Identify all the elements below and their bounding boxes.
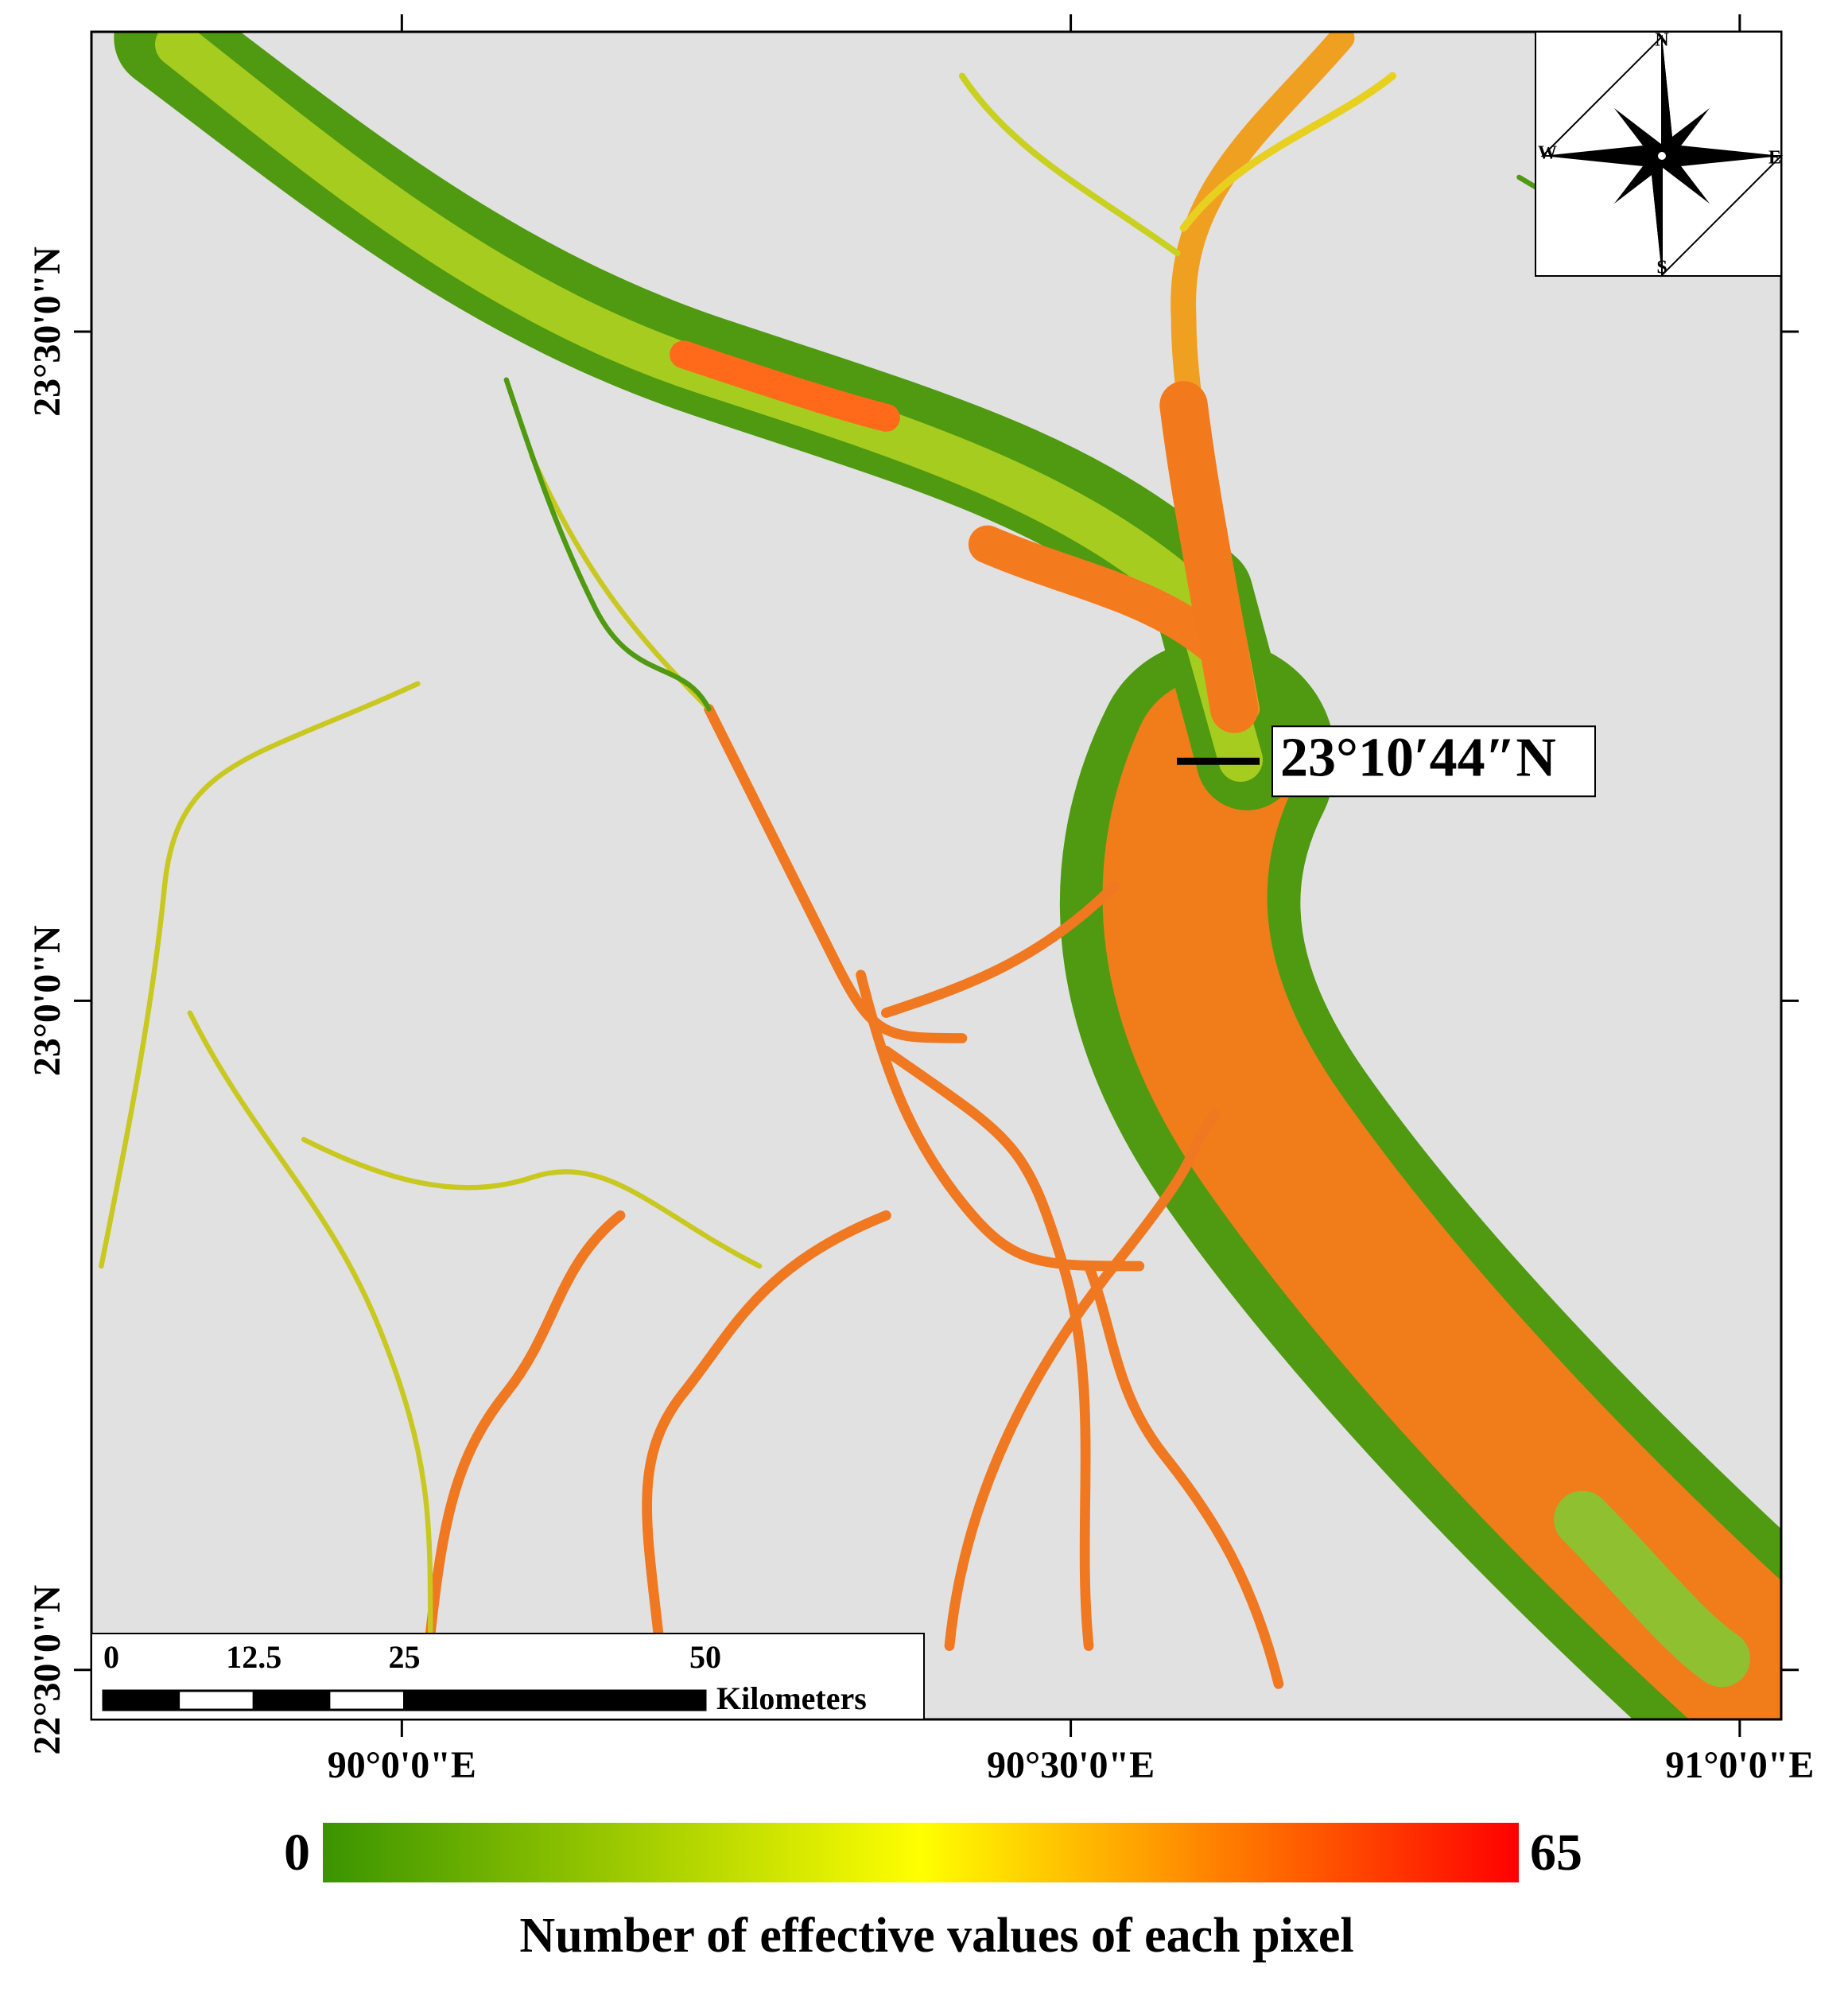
scale-bar-segment [252,1689,331,1711]
map-frame [90,30,1783,1721]
legend-min: 0 [284,1824,310,1882]
lon-label: 90°0'0"E [328,1744,476,1786]
scale-bar-segment [102,1689,181,1711]
scale-bar-label: 0 [103,1639,119,1675]
lon-label: 90°30'0"E [987,1744,1155,1786]
scale-bar-label: 25 [389,1639,421,1675]
compass-west: W [1538,143,1557,164]
legend-max: 65 [1530,1824,1582,1882]
scale-bar-segment [177,1689,255,1711]
colorbar [323,1823,1519,1882]
lon-label: 91°0'0"E [1665,1744,1814,1786]
lat-label: 23°30'0"N [26,247,68,417]
annotation-label: 23°10′44″N [1280,727,1556,788]
rivers [99,32,1781,1719]
compass-south: S [1656,258,1667,278]
compass-north: N [1655,30,1669,51]
scale-bar-segment [328,1689,406,1711]
scale-bar-unit: Kilometers [716,1680,867,1716]
legend-title: Number of effective values of each pixel [519,1909,1353,1963]
compass-east: E [1768,148,1781,169]
scale-bar-label: 50 [689,1639,721,1675]
lat-label: 23°0'0"N [26,925,68,1076]
annotation-box [1271,725,1596,798]
compass: N S W E [1535,30,1784,278]
scale-bar-label: 12.5 [226,1639,281,1675]
lat-label: 22°30'0"N [26,1584,68,1754]
scale-bar-segment [403,1689,707,1711]
